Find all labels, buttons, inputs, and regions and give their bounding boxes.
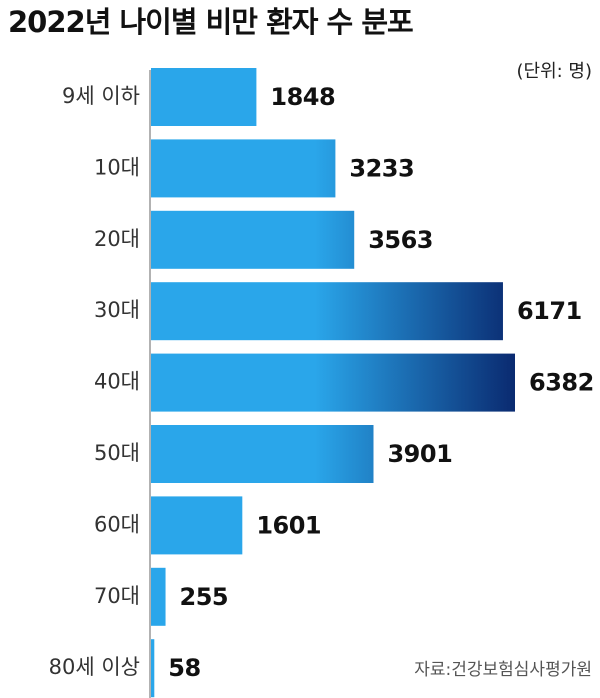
category-label: 40대 <box>94 370 140 394</box>
bar <box>151 210 355 269</box>
value-label: 255 <box>180 583 229 611</box>
category-label: 9세 이하 <box>62 84 140 108</box>
category-label: 10대 <box>94 155 140 179</box>
bar <box>151 139 336 198</box>
bar <box>151 496 243 555</box>
bar <box>151 353 515 412</box>
category-label: 30대 <box>94 298 140 322</box>
value-label: 3233 <box>349 154 414 182</box>
value-label: 3901 <box>387 440 452 468</box>
category-label: 50대 <box>94 441 140 465</box>
bar <box>151 282 503 341</box>
value-label: 1601 <box>256 511 321 539</box>
bar <box>151 425 374 483</box>
value-label: 1848 <box>270 83 335 111</box>
bar <box>151 567 166 626</box>
bar <box>151 639 155 698</box>
unit-label: (단위: 명) <box>516 61 592 82</box>
source: 자료:건강보험심사평가원 <box>414 660 592 680</box>
chart-title: 2022년 나이별 비만 환자 수 분포 <box>8 5 413 39</box>
value-label: 3563 <box>368 226 433 254</box>
category-label: 20대 <box>94 227 140 251</box>
value-label: 6171 <box>517 297 582 325</box>
value-label: 6382 <box>529 369 594 397</box>
value-label: 58 <box>168 654 200 682</box>
category-label: 70대 <box>94 584 140 608</box>
bar <box>151 68 257 126</box>
category-label: 80세 이상 <box>49 655 140 679</box>
category-label: 60대 <box>94 512 140 536</box>
